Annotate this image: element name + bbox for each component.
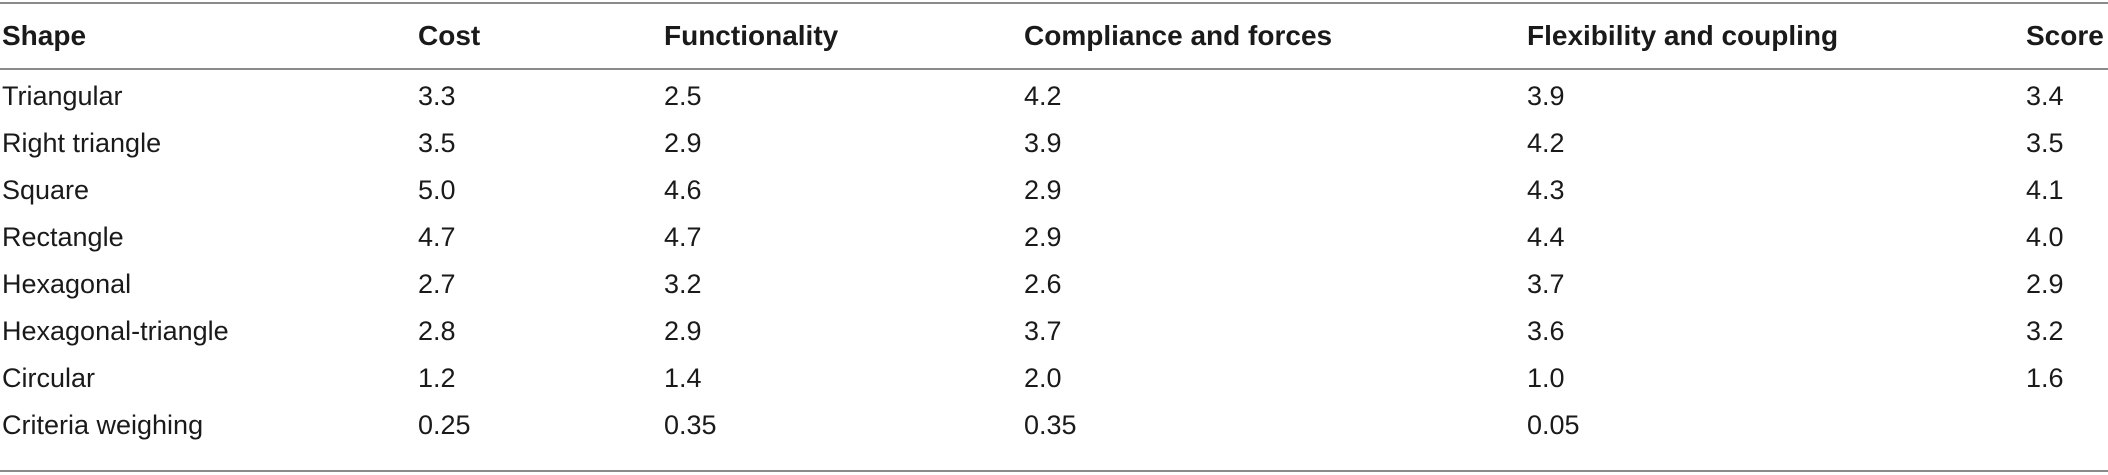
cell-functionality: 2.9 [664, 316, 702, 346]
header-shape: Shape [2, 20, 87, 51]
table-row: Square 5.0 4.6 2.9 4.3 4.1 [0, 166, 2108, 213]
cell-flexibility-and-coupling: 1.0 [1527, 363, 1565, 393]
cell-cost: 2.7 [418, 269, 456, 299]
cell-functionality: 4.7 [664, 222, 702, 252]
cell-functionality: 4.6 [664, 175, 702, 205]
table-row: Criteria weighing 0.25 0.35 0.35 0.05 [0, 401, 2108, 448]
table-top-rule [0, 2, 2108, 4]
cell-functionality: 3.2 [664, 269, 702, 299]
cell-score: 4.1 [2026, 175, 2064, 205]
cell-shape: Square [2, 175, 90, 205]
table-row: Rectangle 4.7 4.7 2.9 4.4 4.0 [0, 213, 2108, 260]
cell-flexibility-and-coupling: 0.05 [1527, 410, 1580, 440]
cell-cost: 4.7 [418, 222, 456, 252]
cell-shape: Hexagonal-triangle [2, 316, 229, 346]
cell-shape: Rectangle [2, 222, 124, 252]
cell-flexibility-and-coupling: 4.2 [1527, 128, 1565, 158]
header-functionality: Functionality [664, 20, 839, 51]
cell-compliance-and-forces: 2.9 [1024, 175, 1062, 205]
cell-compliance-and-forces: 2.6 [1024, 269, 1062, 299]
cell-score: 2.9 [2026, 269, 2064, 299]
cell-functionality: 2.9 [664, 128, 702, 158]
table-row: Hexagonal 2.7 3.2 2.6 3.7 2.9 [0, 260, 2108, 307]
cell-score: 3.4 [2026, 81, 2064, 111]
cell-shape: Triangular [2, 81, 123, 111]
cell-compliance-and-forces: 2.9 [1024, 222, 1062, 252]
cell-functionality: 0.35 [664, 410, 717, 440]
cell-functionality: 2.5 [664, 81, 702, 111]
cell-compliance-and-forces: 2.0 [1024, 363, 1062, 393]
cell-score: 4.0 [2026, 222, 2064, 252]
cell-cost: 1.2 [418, 363, 456, 393]
table-row: Hexagonal-triangle 2.8 2.9 3.7 3.6 3.2 [0, 307, 2108, 354]
header-score: Score [2026, 20, 2104, 51]
cell-flexibility-and-coupling: 3.9 [1527, 81, 1565, 111]
cell-flexibility-and-coupling: 4.3 [1527, 175, 1565, 205]
cell-shape: Hexagonal [2, 269, 132, 299]
cell-score: 3.5 [2026, 128, 2064, 158]
table-header-row: Shape Cost Functionality Compliance and … [0, 0, 2108, 68]
cell-shape: Right triangle [2, 128, 162, 158]
cell-flexibility-and-coupling: 3.6 [1527, 316, 1565, 346]
table-row: Circular 1.2 1.4 2.0 1.0 1.6 [0, 354, 2108, 401]
cell-cost: 3.3 [418, 81, 456, 111]
table-header-rule [0, 68, 2108, 70]
cell-compliance-and-forces: 4.2 [1024, 81, 1062, 111]
cell-compliance-and-forces: 3.9 [1024, 128, 1062, 158]
cell-compliance-and-forces: 0.35 [1024, 410, 1077, 440]
header-compliance-and-forces: Compliance and forces [1024, 20, 1333, 51]
cell-functionality: 1.4 [664, 363, 702, 393]
table-bottom-rule [0, 470, 2108, 472]
cell-shape: Criteria weighing [2, 410, 204, 440]
cell-score: 3.2 [2026, 316, 2064, 346]
cell-flexibility-and-coupling: 4.4 [1527, 222, 1565, 252]
cell-score: 1.6 [2026, 363, 2064, 393]
cell-shape: Circular [2, 363, 96, 393]
cell-flexibility-and-coupling: 3.7 [1527, 269, 1565, 299]
header-flexibility-and-coupling: Flexibility and coupling [1527, 20, 1839, 51]
cell-cost: 0.25 [418, 410, 471, 440]
cell-cost: 3.5 [418, 128, 456, 158]
table-row: Right triangle 3.5 2.9 3.9 4.2 3.5 [0, 119, 2108, 166]
header-cost: Cost [418, 20, 481, 51]
cell-cost: 2.8 [418, 316, 456, 346]
cell-compliance-and-forces: 3.7 [1024, 316, 1062, 346]
cell-cost: 5.0 [418, 175, 456, 205]
table-row: Triangular 3.3 2.5 4.2 3.9 3.4 [0, 72, 2108, 119]
